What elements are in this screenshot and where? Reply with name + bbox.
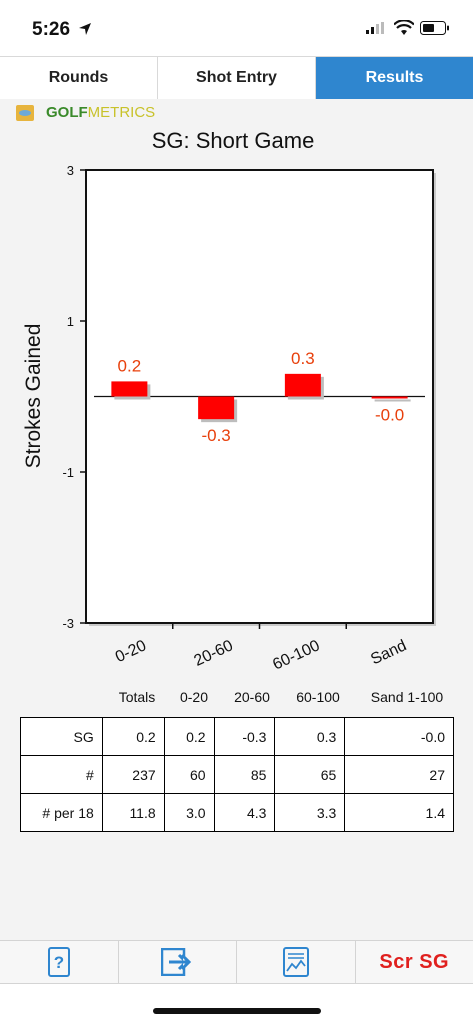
x-tick-label: 60-100 bbox=[270, 637, 322, 674]
table-row: # 237 60 85 65 27 bbox=[20, 755, 454, 794]
tab-label: Results bbox=[365, 69, 424, 86]
tab-label: Shot Entry bbox=[196, 69, 277, 86]
x-tick-label: Sand bbox=[368, 637, 409, 668]
help-icon: ? bbox=[47, 947, 70, 977]
col-header-0-20: 0-20 bbox=[179, 689, 209, 705]
stats-table: SG 0.2 0.2 -0.3 0.3 -0.0 # 237 60 85 65 … bbox=[20, 717, 454, 832]
table-cell: 0.2 bbox=[101, 717, 165, 756]
export-icon bbox=[161, 948, 192, 976]
bar bbox=[371, 396, 408, 399]
data-label: -0.3 bbox=[201, 426, 230, 445]
table-cell: -0.0 bbox=[344, 717, 454, 756]
table-header: Totals 0-20 20-60 60-100 Sand 1-100 bbox=[0, 689, 473, 709]
table-cell: -0.3 bbox=[213, 717, 276, 756]
bottom-toolbar: ? Scr SG bbox=[0, 940, 473, 984]
col-header-sand: Sand 1-100 bbox=[370, 689, 444, 705]
data-label: -0.0 bbox=[375, 406, 404, 425]
tab-shot-entry[interactable]: Shot Entry bbox=[158, 57, 316, 99]
report-icon bbox=[282, 947, 309, 977]
help-button[interactable]: ? bbox=[0, 941, 119, 983]
cellular-signal-icon bbox=[366, 22, 384, 34]
table-cell: 237 bbox=[101, 755, 165, 794]
table-cell: 3.0 bbox=[163, 793, 215, 832]
location-arrow-icon bbox=[79, 23, 91, 35]
x-tick-label: 20-60 bbox=[192, 637, 236, 670]
table-cell: 1.4 bbox=[344, 793, 454, 832]
bar bbox=[198, 396, 235, 420]
table-row: # per 18 11.8 3.0 4.3 3.3 1.4 bbox=[20, 793, 454, 832]
table-cell: 27 bbox=[344, 755, 454, 794]
y-axis-label: Strokes Gained bbox=[22, 324, 45, 469]
top-tab-bar: Rounds Shot Entry Results bbox=[0, 56, 473, 100]
row-label: # bbox=[20, 755, 103, 794]
x-tick-label: 0-20 bbox=[113, 637, 149, 666]
logo-text-golf: GOLF bbox=[46, 104, 88, 121]
col-header-60-100: 60-100 bbox=[296, 689, 340, 705]
bar-shadow bbox=[374, 399, 411, 402]
y-tick-label: -3 bbox=[62, 616, 74, 631]
row-label: SG bbox=[20, 717, 103, 756]
table-cell: 85 bbox=[213, 755, 276, 794]
data-label: 0.3 bbox=[291, 349, 315, 368]
report-button[interactable] bbox=[237, 941, 356, 983]
golfmetrics-logo: GOLFMETRICS bbox=[16, 104, 155, 121]
home-indicator bbox=[153, 1008, 321, 1014]
table-cell: 4.3 bbox=[213, 793, 276, 832]
tab-results[interactable]: Results bbox=[316, 57, 473, 99]
tab-rounds[interactable]: Rounds bbox=[0, 57, 158, 99]
table-cell: 0.3 bbox=[274, 717, 346, 756]
tab-label: Rounds bbox=[48, 69, 109, 86]
table-row: SG 0.2 0.2 -0.3 0.3 -0.0 bbox=[20, 717, 454, 756]
table-cell: 0.2 bbox=[163, 717, 215, 756]
data-label: 0.2 bbox=[118, 356, 142, 375]
golfmetrics-logo-icon bbox=[16, 104, 34, 121]
table-cell: 60 bbox=[163, 755, 215, 794]
short-game-chart: SG: Short Game Strokes Gained 3 1 -1 -3 0.2 0… bbox=[22, 128, 436, 674]
col-header-totals: Totals bbox=[118, 689, 156, 705]
y-tick-label: 3 bbox=[67, 163, 74, 178]
scr-sg-label: Scr SG bbox=[379, 950, 450, 973]
status-time: 5:26 bbox=[32, 19, 71, 40]
table-cell: 11.8 bbox=[101, 793, 165, 832]
export-button[interactable] bbox=[119, 941, 237, 983]
table-cell: 65 bbox=[274, 755, 346, 794]
col-header-20-60: 20-60 bbox=[234, 689, 270, 705]
bar bbox=[111, 381, 148, 397]
y-tick-label: -1 bbox=[62, 465, 74, 480]
wifi-icon bbox=[394, 20, 414, 35]
scr-sg-button[interactable]: Scr SG bbox=[356, 941, 473, 983]
svg-text:?: ? bbox=[54, 953, 64, 972]
table-cell: 3.3 bbox=[274, 793, 346, 832]
bar bbox=[284, 373, 321, 397]
y-tick-label: 1 bbox=[67, 314, 74, 329]
row-label: # per 18 bbox=[20, 793, 103, 832]
chart-title: SG: Short Game bbox=[152, 128, 315, 153]
battery-icon bbox=[420, 21, 449, 35]
logo-text-metrics: METRICS bbox=[87, 104, 156, 121]
status-bar: 5:26 bbox=[0, 0, 473, 56]
